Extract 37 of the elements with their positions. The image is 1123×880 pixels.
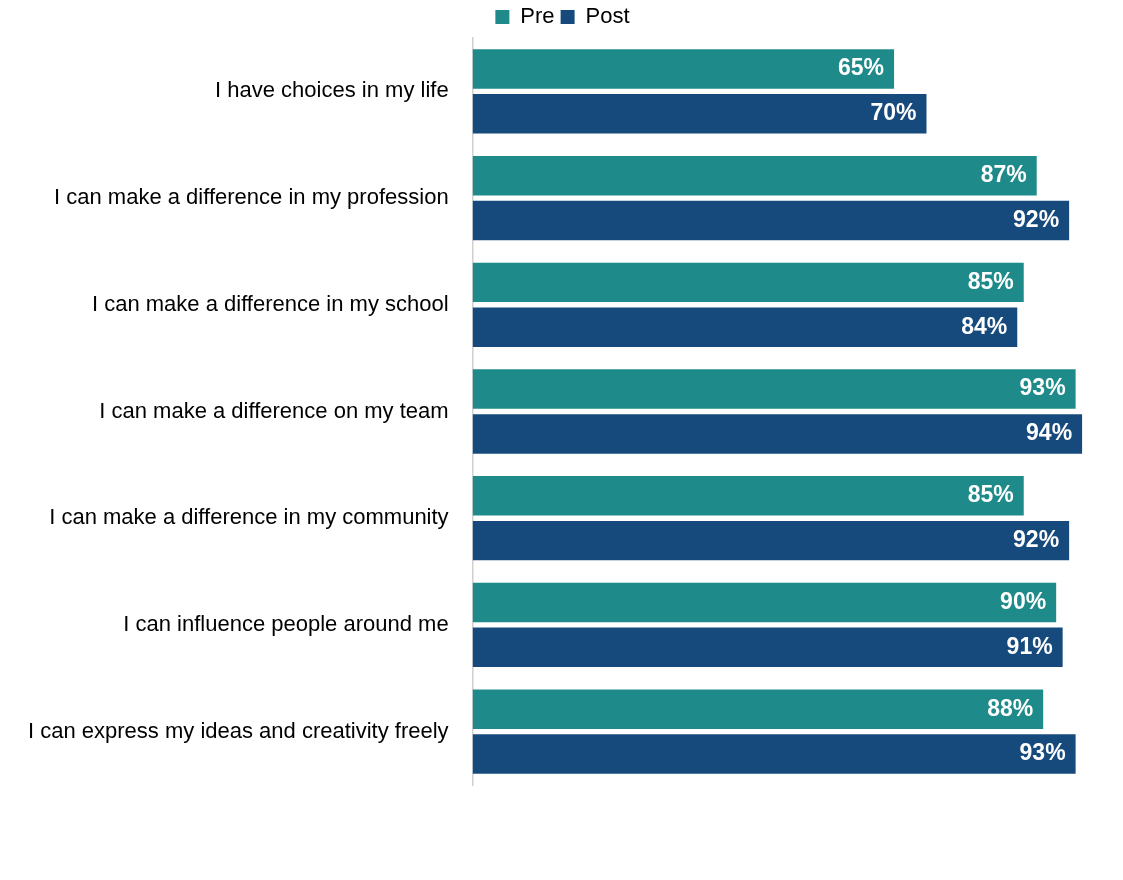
y-tick-label: I can make a difference in my community bbox=[49, 504, 449, 530]
y-tick-label: I can express my ideas and creativity freely bbox=[28, 717, 449, 743]
y-tick-label: I can make a difference on my team bbox=[99, 397, 449, 423]
bar bbox=[472, 734, 1076, 774]
data-label: 90% bbox=[1000, 587, 1047, 614]
data-label: 65% bbox=[838, 54, 885, 81]
bar bbox=[472, 627, 1063, 668]
bar bbox=[472, 155, 1037, 196]
y-tick-label: I can make a difference in my school bbox=[91, 290, 449, 316]
data-label: 93% bbox=[1019, 739, 1066, 766]
data-label: 70% bbox=[870, 99, 917, 126]
data-label: 85% bbox=[967, 481, 1014, 508]
bar bbox=[472, 200, 1070, 241]
bar bbox=[472, 476, 1024, 516]
bar bbox=[472, 414, 1083, 454]
bar bbox=[472, 520, 1070, 561]
data-label: 91% bbox=[1006, 632, 1053, 659]
legend-label: Pre bbox=[520, 3, 555, 29]
data-label: 87% bbox=[980, 161, 1027, 188]
bar bbox=[472, 49, 895, 89]
y-tick-label: I can influence people around me bbox=[123, 610, 449, 636]
data-label: 84% bbox=[961, 312, 1008, 339]
bar bbox=[472, 582, 1057, 623]
data-label: 88% bbox=[987, 694, 1034, 721]
y-tick-label: I can make a difference in my profession bbox=[54, 184, 449, 210]
bar bbox=[472, 262, 1024, 303]
legend-label: Post bbox=[585, 3, 630, 29]
data-label: 92% bbox=[1013, 525, 1060, 552]
data-label: 93% bbox=[1019, 374, 1066, 401]
bar bbox=[472, 94, 927, 134]
bar bbox=[472, 369, 1076, 409]
bar bbox=[472, 689, 1044, 729]
bar bbox=[472, 307, 1018, 347]
data-label: 85% bbox=[967, 267, 1014, 294]
data-label: 94% bbox=[1026, 419, 1073, 446]
data-label: 92% bbox=[1013, 205, 1060, 232]
y-tick-label: I have choices in my life bbox=[215, 77, 449, 103]
